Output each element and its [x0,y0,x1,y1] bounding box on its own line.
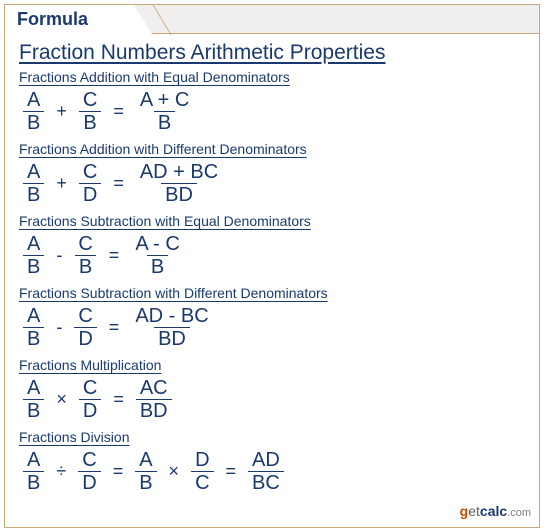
fraction: ACBD [136,377,172,422]
formula-card: Formula Fraction Numbers Arithmetic Prop… [4,4,540,528]
numerator: C [74,305,96,327]
main-title: Fraction Numbers Arithmetic Properties [19,41,525,65]
numerator: D [191,449,213,471]
denominator: BD [136,399,172,422]
fraction: AB [23,377,44,422]
fraction: ADBC [248,449,284,494]
numerator: A [23,377,44,399]
operator: = [109,245,120,266]
fraction: CB [79,89,101,134]
numerator: A - C [131,233,183,255]
section-title: Fractions Multiplication [19,357,525,373]
formula-tab: Formula [4,4,134,34]
operator: - [56,317,62,338]
numerator: A [23,89,44,111]
formula-row: AB×CD=ACBD [19,375,525,426]
numerator: C [79,377,101,399]
formula-row: AB-CD=AD - BCBD [19,303,525,354]
numerator: C [79,161,101,183]
denominator: D [78,471,100,494]
operator: + [56,173,67,194]
fraction: DC [191,449,213,494]
fraction: CD [74,305,96,350]
numerator: A [23,449,44,471]
numerator: AD - BC [131,305,212,327]
fraction: CD [79,377,101,422]
denominator: BC [248,471,284,494]
denominator: D [79,399,101,422]
fraction: AB [23,233,44,278]
formula-row: AB÷CD=AB×DC=ADBC [19,447,525,498]
operator: = [226,461,237,482]
numerator: A [135,449,156,471]
denominator: B [147,255,168,278]
numerator: C [78,449,100,471]
denominator: B [75,255,96,278]
fraction: AB [23,449,44,494]
denominator: B [23,255,44,278]
operator: = [109,317,120,338]
section-title: Fractions Addition with Equal Denominato… [19,69,525,85]
fraction: AD - BCBD [131,305,212,350]
denominator: B [79,111,100,134]
operator: = [113,389,124,410]
denominator: B [23,111,44,134]
numerator: A [23,305,44,327]
fraction: CD [79,161,101,206]
content-area: Fraction Numbers Arithmetic Properties F… [19,41,525,519]
numerator: A [23,233,44,255]
numerator: C [79,89,101,111]
denominator: B [23,183,44,206]
operator: × [56,389,67,410]
operator: ÷ [56,461,66,482]
tab-label: Formula [17,9,88,30]
fraction: AB [23,89,44,134]
denominator: BD [161,183,197,206]
denominator: D [79,183,101,206]
formula-row: AB+CB=A + CB [19,87,525,138]
formula-row: AB-CB=A - CB [19,231,525,282]
fraction: CB [74,233,96,278]
denominator: B [23,471,44,494]
section-title: Fractions Subtraction with Equal Denomin… [19,213,525,229]
denominator: B [23,327,44,350]
denominator: D [74,327,96,350]
section-title: Fractions Division [19,429,525,445]
denominator: B [154,111,175,134]
fraction: CD [78,449,100,494]
numerator: AD [248,449,284,471]
fraction: AB [23,305,44,350]
denominator: B [23,399,44,422]
denominator: BD [154,327,190,350]
formula-row: AB+CD=AD + BCBD [19,159,525,210]
fraction: A + CB [136,89,193,134]
fraction: AB [23,161,44,206]
operator: = [113,101,124,122]
fraction: AB [135,449,156,494]
numerator: A + C [136,89,193,111]
numerator: AD + BC [136,161,222,183]
fraction: AD + BCBD [136,161,222,206]
operator: = [113,461,124,482]
watermark: getcalc.com [460,503,531,519]
numerator: C [74,233,96,255]
section-title: Fractions Subtraction with Different Den… [19,285,525,301]
numerator: A [23,161,44,183]
numerator: AC [136,377,172,399]
section-title: Fractions Addition with Different Denomi… [19,141,525,157]
fraction: A - CB [131,233,183,278]
operator: × [169,461,180,482]
operator: - [56,245,62,266]
operator: + [56,101,67,122]
operator: = [113,173,124,194]
denominator: B [135,471,156,494]
denominator: C [191,471,213,494]
